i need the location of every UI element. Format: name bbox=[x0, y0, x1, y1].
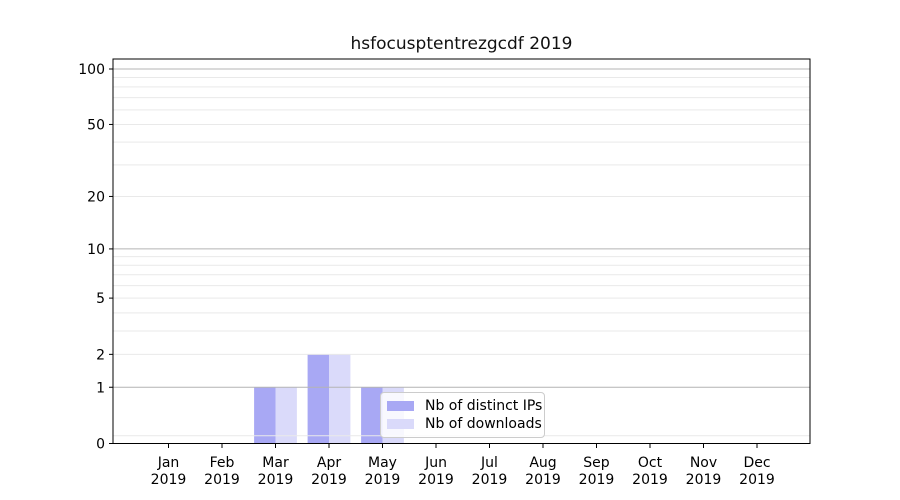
plot-frame bbox=[112, 58, 811, 444]
legend-label-downloads: Nb of downloads bbox=[425, 415, 542, 432]
x-tick-label-year: 2019 bbox=[632, 472, 668, 488]
x-tick-label-year: 2019 bbox=[739, 472, 775, 488]
x-tick-label-month: Feb bbox=[210, 455, 235, 471]
y-tick-label: 10 bbox=[87, 242, 105, 258]
x-tick-label-year: 2019 bbox=[311, 472, 347, 488]
x-tick-label-year: 2019 bbox=[579, 472, 615, 488]
y-tick-label: 5 bbox=[96, 291, 105, 307]
x-tick-label-month: May bbox=[368, 455, 397, 471]
x-tick-label-month: Aug bbox=[529, 455, 556, 471]
bar-distinct-ips-apr bbox=[307, 354, 329, 444]
x-tick-label-month: Sep bbox=[583, 455, 610, 471]
x-tick-label-year: 2019 bbox=[525, 472, 561, 488]
x-tick-label-year: 2019 bbox=[365, 472, 401, 488]
x-tick-label-year: 2019 bbox=[418, 472, 454, 488]
x-tick-label-year: 2019 bbox=[472, 472, 508, 488]
x-tick-label-month: Jun bbox=[424, 455, 447, 471]
bar-downloads-mar bbox=[275, 387, 297, 444]
x-tick-label-month: Dec bbox=[743, 455, 770, 471]
x-tick-label-month: Mar bbox=[262, 455, 289, 471]
x-tick-label-year: 2019 bbox=[204, 472, 240, 488]
x-tick-label-year: 2019 bbox=[258, 472, 294, 488]
x-tick-label-year: 2019 bbox=[686, 472, 722, 488]
y-tick-label: 50 bbox=[87, 117, 105, 133]
y-tick-label: 1 bbox=[96, 380, 105, 396]
y-tick-label: 0 bbox=[96, 437, 105, 453]
bar-distinct-ips-mar bbox=[254, 387, 276, 444]
x-tick-label-month: Jul bbox=[480, 455, 498, 471]
legend-swatch-distinct-ips bbox=[387, 401, 414, 412]
x-tick-label-month: Jan bbox=[157, 455, 180, 471]
y-tick-label: 20 bbox=[87, 189, 105, 205]
y-tick-label: 2 bbox=[96, 347, 105, 363]
y-tick-label: 100 bbox=[78, 62, 105, 78]
legend-item: Nb of distinct IPs bbox=[387, 399, 542, 413]
legend-label-distinct-ips: Nb of distinct IPs bbox=[425, 398, 543, 415]
chart-title: hsfocusptentrezgcdf 2019 bbox=[350, 34, 573, 54]
legend-swatch-downloads bbox=[387, 418, 414, 429]
x-tick-label-month: Oct bbox=[638, 455, 663, 471]
bar-distinct-ips-may bbox=[361, 387, 383, 444]
legend-box: Nb of distinct IPs Nb of downloads bbox=[380, 392, 545, 438]
x-tick-label-month: Apr bbox=[317, 455, 341, 471]
legend-item: Nb of downloads bbox=[387, 417, 542, 431]
x-tick-label-month: Nov bbox=[690, 455, 717, 471]
bar-downloads-apr bbox=[329, 354, 351, 444]
x-tick-label-year: 2019 bbox=[151, 472, 187, 488]
